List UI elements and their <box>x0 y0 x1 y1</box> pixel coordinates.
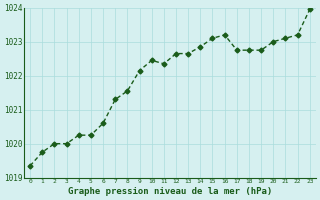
X-axis label: Graphe pression niveau de la mer (hPa): Graphe pression niveau de la mer (hPa) <box>68 187 272 196</box>
